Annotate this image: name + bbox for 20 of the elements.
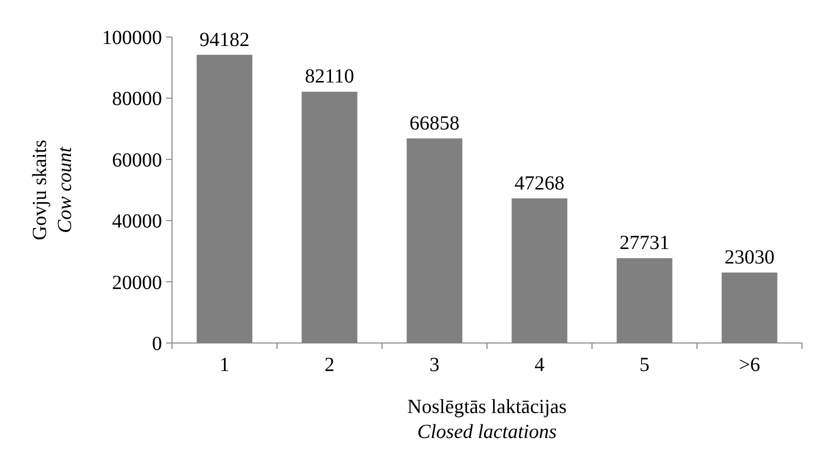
x-tick-label: 5 (640, 354, 650, 376)
y-tick-label: 60000 (112, 149, 162, 172)
y-tick-label: 80000 (112, 88, 162, 110)
x-axis-title: Noslēgtās laktācijas Closed lactations (407, 396, 567, 443)
y-tick-label: 40000 (112, 210, 162, 233)
y-axis-title: Govju skaits Cow count (29, 140, 76, 240)
data-label: 47268 (514, 172, 564, 194)
y-tick-label: 20000 (112, 272, 162, 294)
y-tick-label: 100000 (102, 27, 162, 49)
x-tick-label: 1 (220, 354, 230, 376)
data-label: 82110 (304, 66, 354, 88)
x-tick-label: 3 (430, 354, 440, 376)
data-label: 66858 (410, 112, 460, 134)
data-label: 23030 (724, 246, 774, 269)
x-tick-label: 4 (534, 354, 544, 376)
x-tick-label: >6 (738, 354, 760, 376)
data-label: 27731 (620, 232, 670, 254)
x-tick-label: 2 (324, 354, 334, 376)
data-label: 94182 (200, 28, 250, 51)
y-tick-label: 0 (152, 333, 162, 355)
